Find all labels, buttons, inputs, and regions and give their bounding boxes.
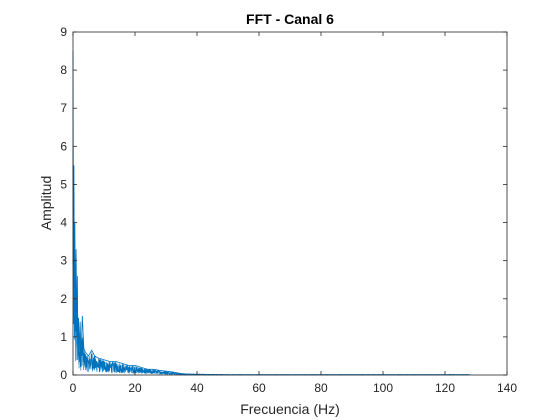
y-tick-label: 7 [60,101,67,115]
y-tick-label: 0 [60,368,67,382]
x-tick-label: 60 [252,381,266,395]
y-tick-label: 4 [60,216,67,230]
x-tick-label: 0 [70,381,77,395]
chart-title: FFT - Canal 6 [246,11,334,27]
y-tick-label: 1 [60,330,67,344]
x-tick-label: 40 [190,381,204,395]
y-axis-label: Amplitud [38,176,54,230]
y-tick-label: 3 [60,254,67,268]
y-tick-label: 2 [60,292,67,306]
x-tick-label: 120 [435,381,455,395]
y-tick-label: 6 [60,139,67,153]
x-tick-label: 80 [314,381,328,395]
y-tick-label: 5 [60,177,67,191]
plot-background [73,32,507,375]
y-tick-label: 8 [60,63,67,77]
x-tick-label: 100 [373,381,393,395]
x-axis-label: Frecuencia (Hz) [240,401,340,417]
x-tick-label: 140 [497,381,517,395]
y-tick-label: 9 [60,25,67,39]
x-tick-label: 20 [128,381,142,395]
